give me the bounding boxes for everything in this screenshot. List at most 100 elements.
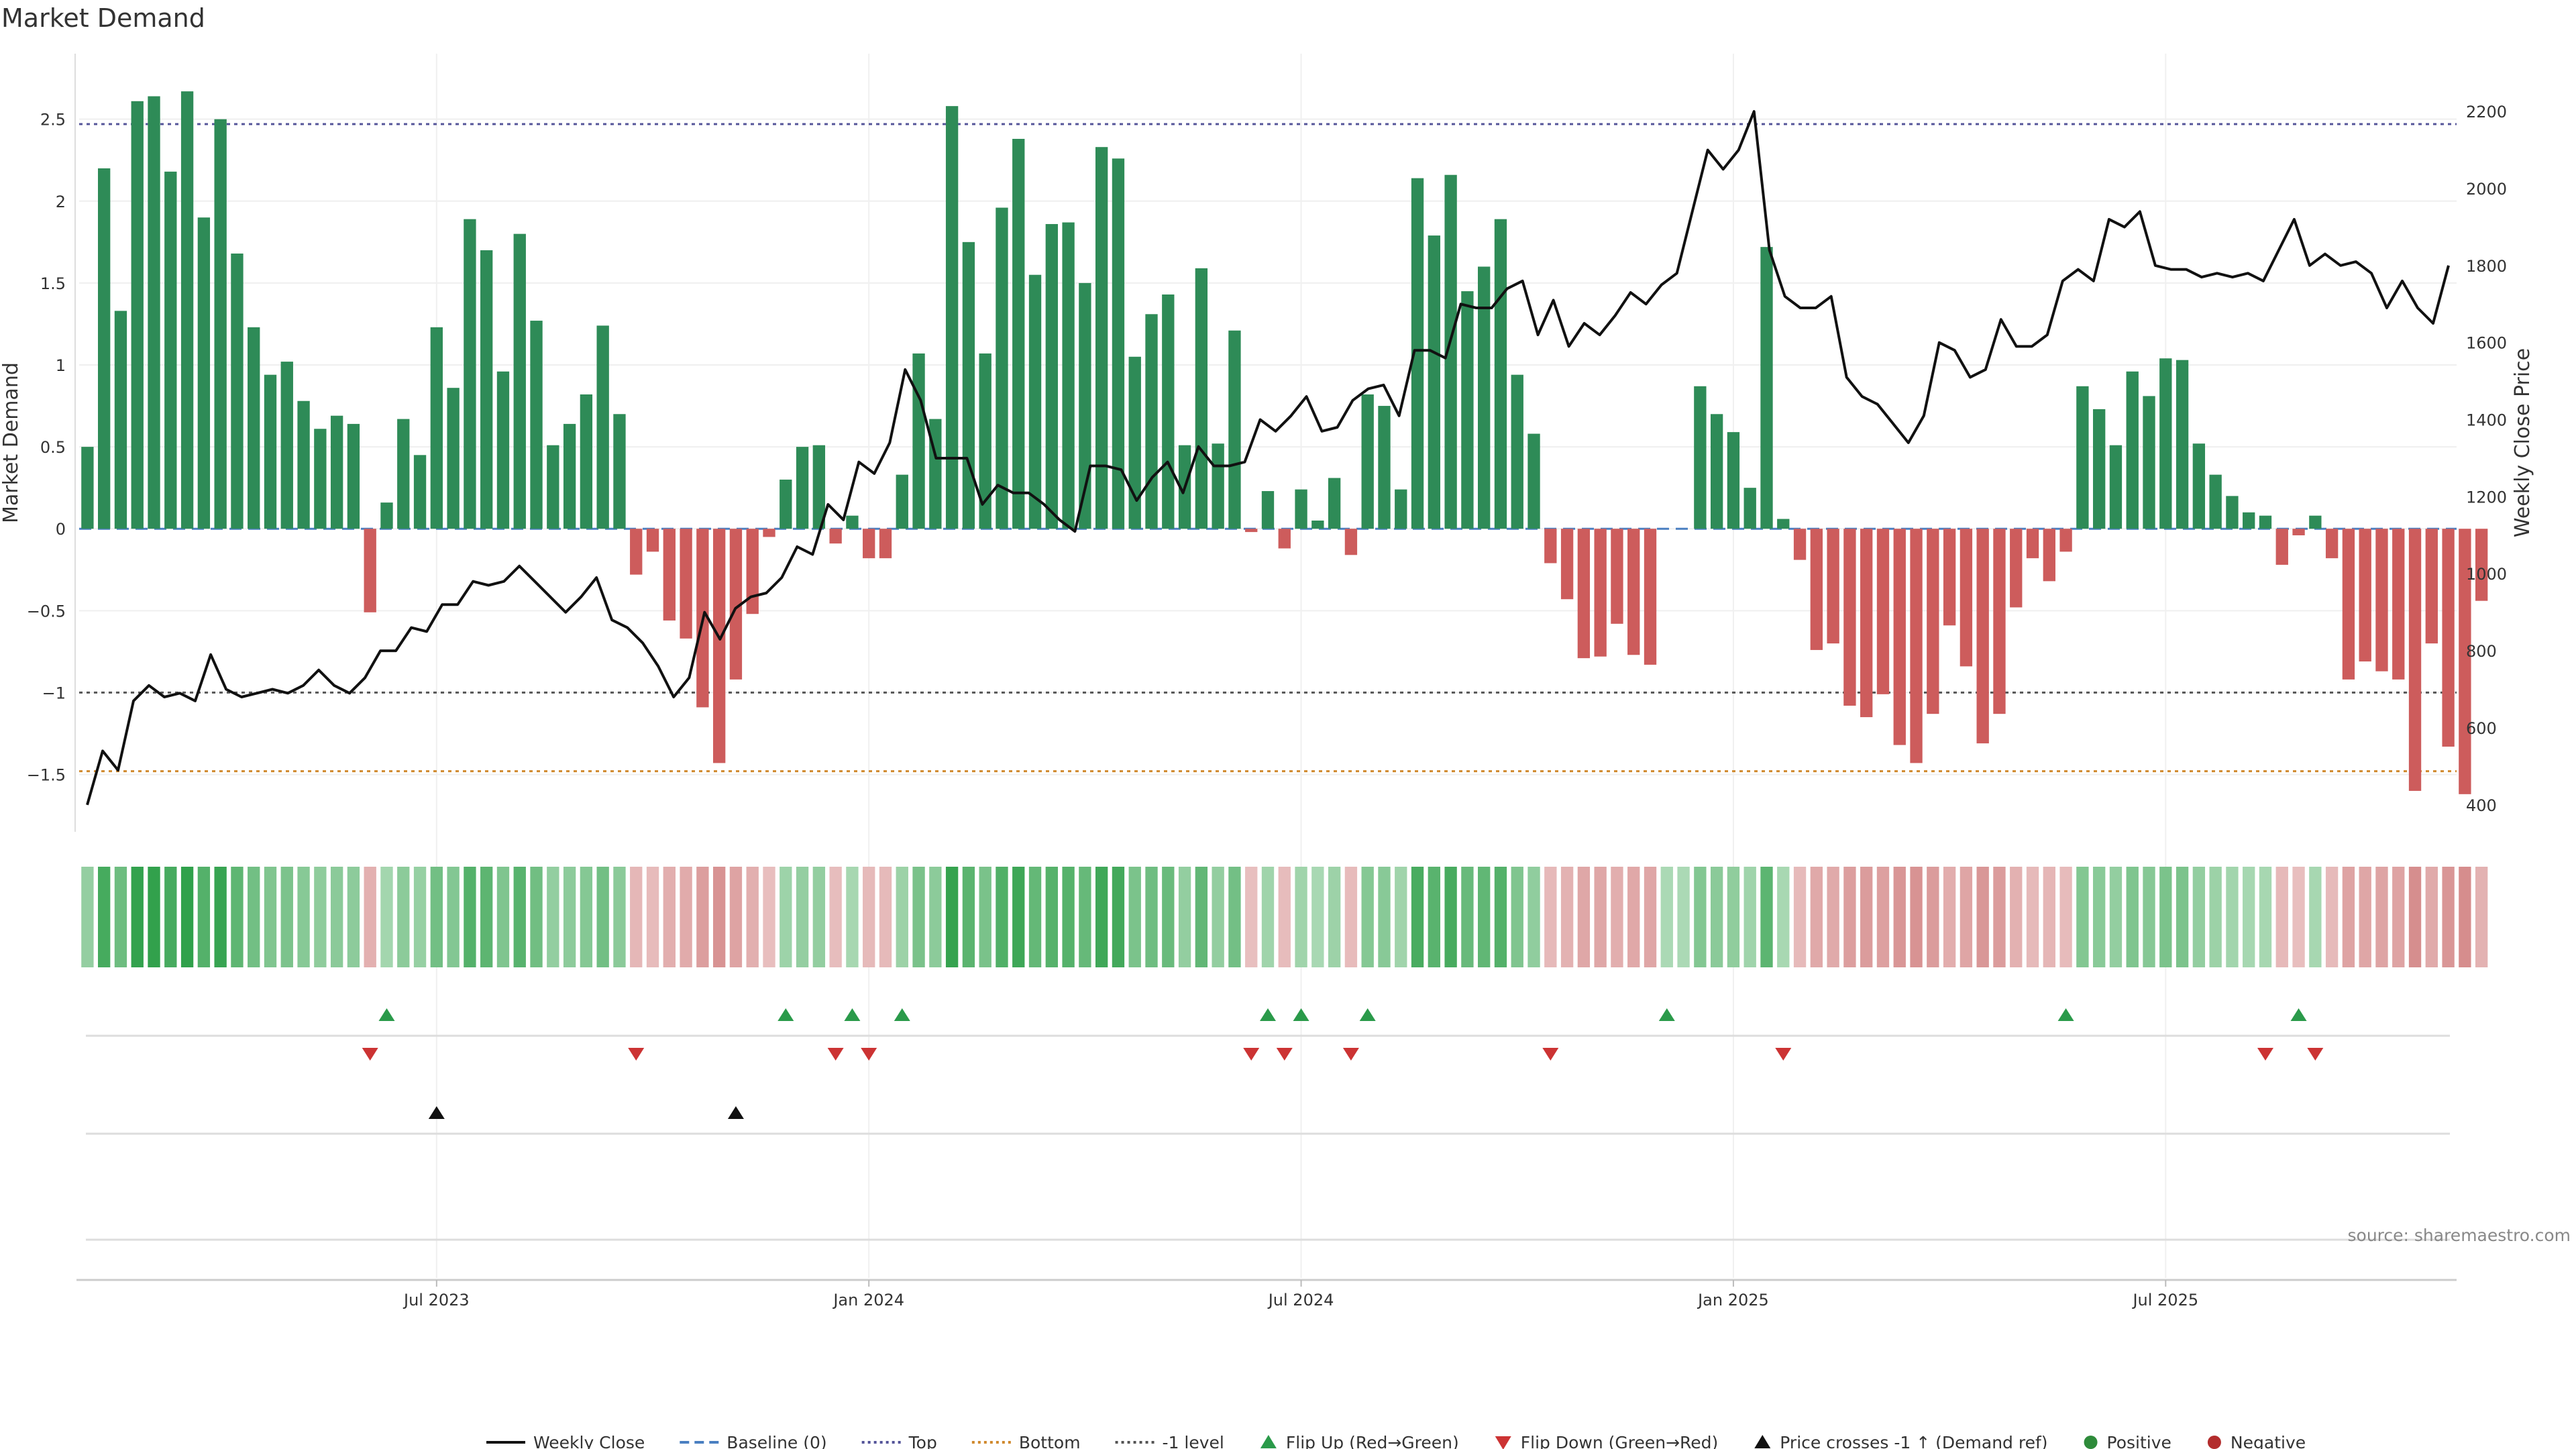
heat-cell	[280, 867, 293, 967]
legend-item: Top	[861, 1433, 937, 1449]
demand-bar	[1361, 394, 1374, 529]
demand-bar	[563, 423, 576, 529]
demand-bar	[1577, 529, 1591, 659]
demand-bar	[1162, 294, 1175, 529]
heat-cell	[879, 867, 892, 967]
heat-cell	[297, 867, 310, 967]
demand-bar	[2259, 515, 2272, 529]
heat-cell	[1328, 867, 1341, 967]
demand-bar	[1245, 529, 1258, 533]
heat-cell	[2010, 867, 2023, 967]
heat-cell	[1611, 867, 1623, 967]
heat-cell	[1793, 867, 1807, 967]
heat-cell	[929, 867, 942, 967]
heat-cell	[1527, 867, 1540, 967]
heat-cell	[1378, 867, 1391, 967]
date-tick-label: Jul 2023	[402, 1291, 470, 1309]
demand-bar	[2309, 515, 2322, 529]
demand-bar	[330, 415, 343, 529]
demand-bar	[164, 171, 177, 529]
demand-bar	[630, 529, 643, 575]
demand-bar	[231, 253, 244, 529]
demand-bar	[1278, 529, 1291, 549]
legend-item: Flip Down (Green→Red)	[1495, 1433, 1718, 1449]
demand-bar	[580, 394, 593, 529]
heat-cell	[1860, 867, 1873, 967]
demand-bar	[2176, 360, 2189, 529]
heat-cell	[580, 867, 593, 967]
demand-bar	[596, 325, 609, 529]
heat-cell	[364, 867, 376, 967]
demand-bar	[1527, 433, 1540, 529]
legend-item: Bottom	[971, 1433, 1081, 1449]
heat-cell	[796, 867, 809, 967]
demand-bar	[780, 479, 792, 529]
legend-label: Price crosses -1 ↑ (Demand ref)	[1780, 1433, 2047, 1449]
flip-up-marker	[894, 1008, 910, 1021]
heat-cell	[1627, 867, 1640, 967]
left-tick-label: −0.5	[27, 602, 66, 621]
demand-bar	[1028, 274, 1042, 529]
demand-bars	[81, 91, 2488, 794]
heat-cell	[2375, 867, 2388, 967]
heat-cell	[896, 867, 908, 967]
demand-bar	[979, 353, 991, 529]
legend-label: Weekly Close	[533, 1433, 645, 1449]
left-tick-label: 2.5	[40, 111, 66, 129]
demand-bar	[680, 529, 692, 639]
heat-cell	[1045, 867, 1058, 967]
demand-bar	[496, 371, 510, 529]
heat-cell	[863, 867, 875, 967]
right-tick-label: 1600	[2466, 334, 2507, 353]
demand-bar	[2076, 386, 2089, 529]
demand-bar	[2043, 529, 2055, 582]
price-series	[86, 110, 2450, 806]
demand-bar	[1843, 529, 1856, 706]
heat-cell	[1245, 867, 1258, 967]
heat-cell	[1943, 867, 1956, 967]
demand-bar	[480, 250, 493, 529]
legend-item: Negative	[2207, 1433, 2306, 1449]
heat-cell	[996, 867, 1008, 967]
date-tick-label: Jan 2025	[1697, 1291, 1769, 1309]
heat-cell	[1644, 867, 1657, 967]
left-axis-label: Market Demand	[0, 362, 23, 523]
demand-bar	[413, 455, 427, 529]
heat-cell	[1178, 867, 1191, 967]
heat-cell	[1128, 867, 1141, 967]
left-tick-label: 1.5	[40, 274, 66, 293]
heat-cell	[1677, 867, 1690, 967]
demand-bar	[2026, 529, 2039, 559]
legend: Weekly Close Baseline (0) Top Bottom -1 leve…	[486, 1433, 2306, 1449]
right-tick-label: 600	[2466, 719, 2497, 738]
legend-label: Positive	[2107, 1433, 2171, 1449]
demand-bar	[2126, 371, 2139, 529]
heat-cell	[1112, 867, 1125, 967]
left-tick-label: 0	[56, 520, 66, 539]
demand-bar	[380, 502, 393, 529]
heat-cell	[1311, 867, 1324, 967]
heat-cell	[1927, 867, 1939, 967]
right-tick-label: 800	[2466, 642, 2497, 661]
heat-cell	[2109, 867, 2123, 967]
demand-bar	[1079, 282, 1091, 529]
heat-cell	[2392, 867, 2405, 967]
demand-bar	[763, 529, 775, 537]
flip-down-marker	[1342, 1048, 1359, 1061]
heat-cell	[2059, 867, 2072, 967]
heat-cell	[1777, 867, 1790, 967]
demand-bar	[1793, 529, 1807, 560]
flip-up-marker	[2290, 1008, 2307, 1021]
flip-up-marker	[777, 1008, 794, 1021]
heat-cell	[380, 867, 393, 967]
heat-cell	[979, 867, 991, 967]
price-cross-markers	[86, 1106, 2450, 1241]
demand-bar	[1727, 432, 1740, 529]
heat-cell	[2176, 867, 2189, 967]
demand-bar	[1328, 478, 1341, 529]
heat-cell	[2043, 867, 2055, 967]
heat-cell	[1876, 867, 1890, 967]
heat-cell	[1395, 867, 1407, 967]
demand-bar	[1461, 291, 1474, 529]
heat-cell	[114, 867, 127, 967]
